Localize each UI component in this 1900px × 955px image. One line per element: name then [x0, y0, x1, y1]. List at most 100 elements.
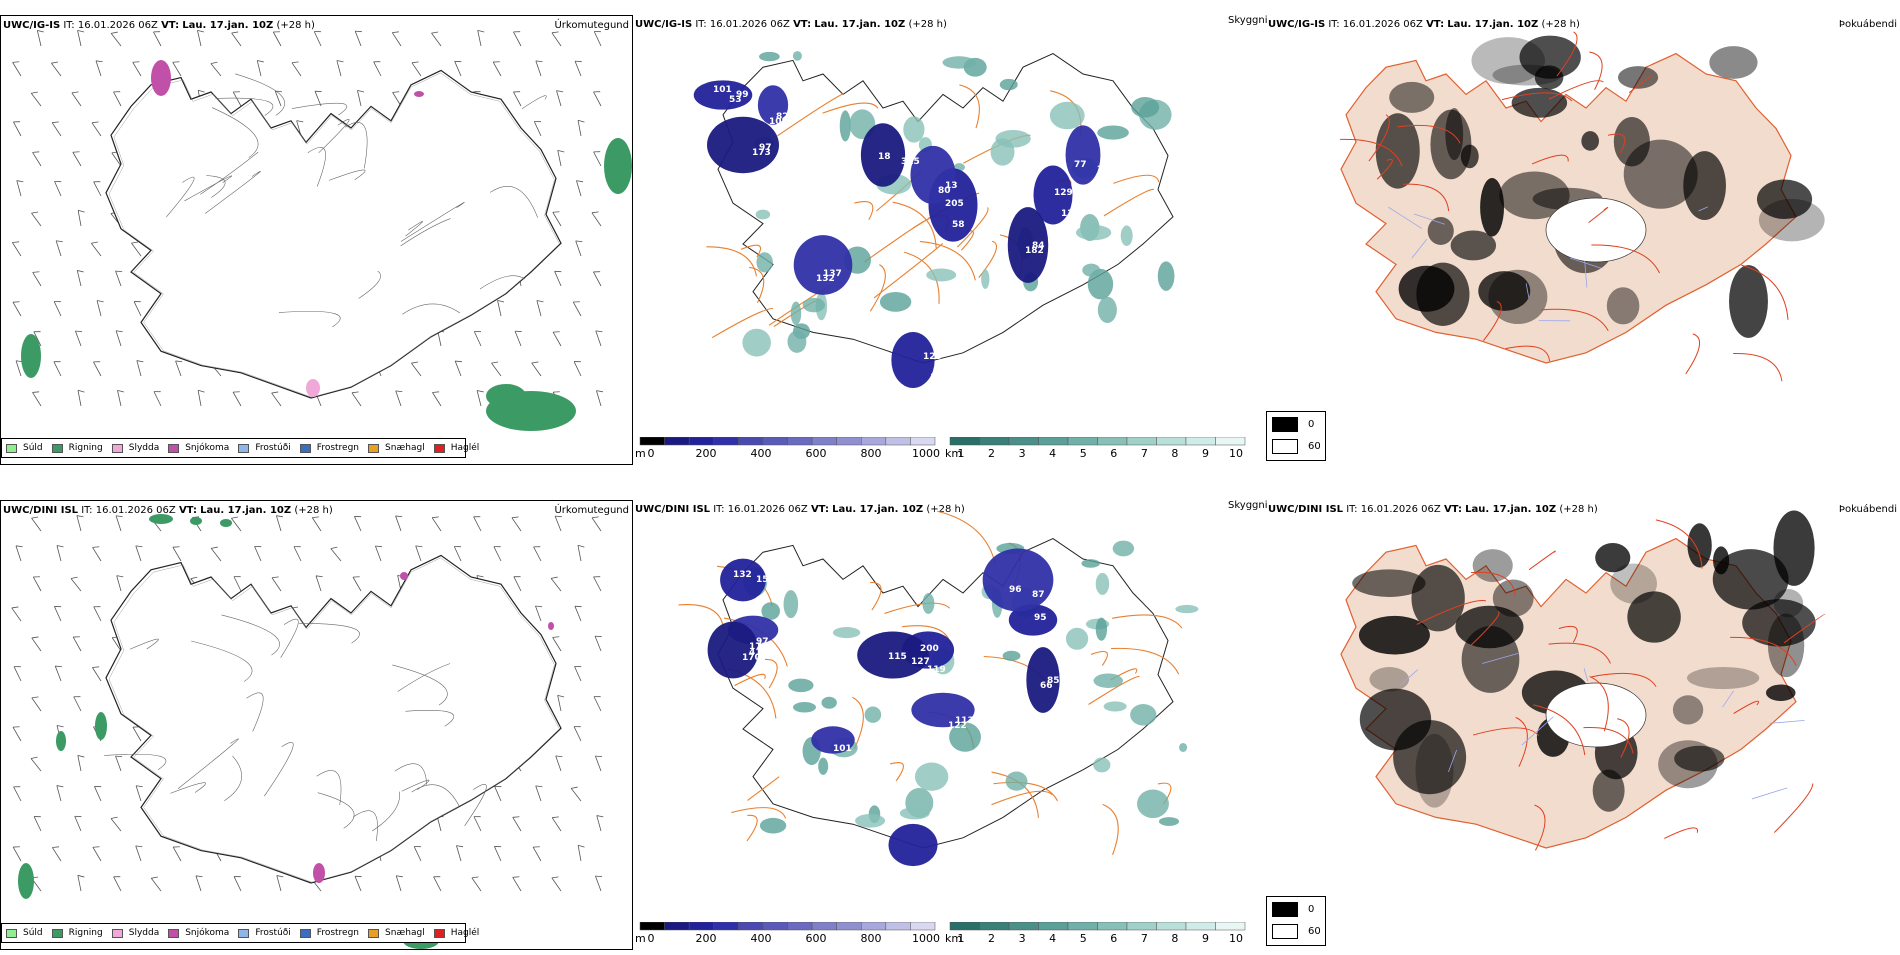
- fog-legend-item: 0: [1272, 902, 1314, 917]
- vt-label: VT:: [793, 19, 812, 30]
- legend-label: Snjókoma: [185, 928, 230, 938]
- legend-swatch: [238, 443, 250, 453]
- colorbar-tick: 0: [647, 932, 655, 945]
- legend-item: Haglél: [433, 928, 479, 938]
- legend-label: Slydda: [128, 928, 160, 938]
- fog-title: Þokuábendi: [1838, 504, 1897, 515]
- legend-label: Frostregn: [316, 928, 360, 938]
- fog-legend-swatch: [1272, 902, 1298, 917]
- legend-label: Slydda: [128, 443, 160, 453]
- vt-label: VT:: [810, 504, 829, 515]
- ceiling-value-label: 173: [749, 642, 768, 652]
- legend-item: Frostúði: [238, 928, 291, 938]
- legend-label: Snæhagl: [385, 443, 425, 453]
- fog-legend-label: 60: [1308, 926, 1321, 937]
- ceiling-value-label: 53: [729, 95, 742, 105]
- fog-legend-swatch: [1272, 417, 1298, 432]
- fog-legend: 0 60: [1266, 411, 1326, 461]
- legend-label: Haglél: [450, 443, 480, 453]
- colorbar-tick: 4: [1049, 932, 1057, 945]
- legend-swatch: [6, 443, 17, 453]
- ceiling-value-label: 127: [911, 657, 930, 667]
- colorbar-tick: 5: [1079, 447, 1087, 460]
- init-time: 16.01.2026 06Z: [727, 504, 808, 515]
- fog-legend: 0 60: [1266, 896, 1326, 946]
- panel-header: UWC/DINI ISL IT: 16.01.2026 06Z VT: Lau.…: [635, 504, 965, 515]
- panel-header: UWC/DINI ISL IT: 16.01.2026 06Z VT: Lau.…: [1268, 504, 1598, 515]
- legend-item: Frostúði: [238, 443, 291, 453]
- colorbar-tick: 3: [1018, 932, 1026, 945]
- precip-legend: Súld Rigning Slydda Snjókoma Frostúði Frostre…: [1, 923, 479, 943]
- legend-label: Frostúði: [255, 443, 291, 453]
- ceiling-value-label: 173: [752, 148, 771, 158]
- colorbar-tick: 0: [647, 447, 655, 460]
- colorbar-tick: 2: [988, 447, 996, 460]
- it-label: IT:: [63, 20, 75, 31]
- colorbar-tick: 7: [1140, 447, 1148, 460]
- legend-swatch: [168, 928, 180, 938]
- legend-swatch: [6, 928, 17, 938]
- it-label: IT:: [1328, 19, 1340, 30]
- fog-title: Þokuábendi: [1838, 19, 1897, 30]
- colorbar-tick: 1000: [912, 447, 940, 460]
- panel-header: UWC/IG-IS IT: 16.01.2026 06Z VT: Lau. 17…: [635, 19, 947, 30]
- ceiling-value-label: 85: [1047, 676, 1060, 686]
- ceiling-value-label: 58: [952, 220, 965, 230]
- colorbar-tick: 6: [1110, 447, 1118, 460]
- legend-item: Súld: [6, 443, 43, 453]
- panel-header: UWC/IG-IS IT: 16.01.2026 06Z VT: Lau. 17…: [3, 20, 315, 31]
- init-time: 16.01.2026 06Z: [95, 505, 176, 516]
- init-time: 16.01.2026 06Z: [1342, 19, 1423, 30]
- vt-label: VT:: [161, 20, 180, 31]
- legend-swatch: [168, 443, 180, 453]
- fog-map: [1340, 510, 1826, 851]
- ceiling-value-label: 196: [930, 858, 949, 868]
- ceiling-value-label: 315: [901, 157, 920, 167]
- visibility-map: [678, 510, 1199, 867]
- lead-time: (+28 h): [1559, 504, 1598, 515]
- visibility-colorbar: km 1 2 3 4 5 6 7 8 9 10: [945, 437, 1250, 467]
- ceiling-value-label: 101: [713, 85, 732, 95]
- model-name: UWC/DINI ISL: [635, 504, 711, 515]
- legend-label: Frostúði: [255, 928, 291, 938]
- ceiling-value-label: 119: [927, 665, 946, 675]
- legend-swatch: [51, 928, 63, 938]
- colorbar-unit: km: [945, 932, 963, 945]
- legend-swatch: [111, 928, 123, 938]
- ceiling-value-label: 77: [1074, 160, 1087, 170]
- ceiling-value-label: 170: [742, 653, 761, 663]
- colorbar-tick: 800: [860, 447, 882, 460]
- legend-label: Frostregn: [316, 443, 360, 453]
- legend-label: Snæhagl: [385, 928, 425, 938]
- model-name: UWC/DINI ISL: [1268, 504, 1344, 515]
- ceiling-value-label: 84: [1032, 241, 1045, 251]
- colorbar-tick: 4: [1049, 447, 1057, 460]
- ceiling-value-label: 129: [1054, 188, 1073, 198]
- colorbar-unit: m: [635, 447, 646, 460]
- vt-label: VT:: [178, 505, 197, 516]
- legend-label: Rigning: [68, 443, 103, 453]
- colorbar-unit: m: [635, 932, 646, 945]
- visibility-title: Skyggni: [1228, 500, 1268, 511]
- legend-item: Snæhagl: [368, 928, 425, 938]
- fog-index-panel: Skyggni UWC/DINI ISL IT: 16.01.2026 06Z …: [1228, 500, 1900, 950]
- visibility-map: [693, 51, 1175, 388]
- ceiling-value-label: 13: [945, 181, 958, 191]
- it-label: IT:: [695, 19, 707, 30]
- fog-legend-item: 0: [1272, 417, 1314, 432]
- colorbar-tick: 800: [860, 932, 882, 945]
- colorbar-unit: km: [945, 447, 963, 460]
- model-name: UWC/IG-IS: [635, 19, 693, 30]
- legend-item: Rigning: [51, 443, 103, 453]
- ceiling-value-label: 100: [930, 373, 949, 383]
- legend-label: Súld: [23, 928, 43, 938]
- fog-legend-swatch: [1272, 439, 1298, 454]
- colorbar-tick: 1: [957, 932, 965, 945]
- legend-label: Rigning: [68, 928, 103, 938]
- legend-item: Slydda: [111, 928, 160, 938]
- ceiling-colorbar: m 0 200 400 600 800 1000: [635, 437, 940, 467]
- legend-swatch: [111, 443, 123, 453]
- visibility-panel: UWC/IG-IS IT: 16.01.2026 06Z VT: Lau. 17…: [633, 15, 1266, 465]
- lead-time: (+28 h): [908, 19, 947, 30]
- ceiling-value-label: 80: [938, 186, 951, 196]
